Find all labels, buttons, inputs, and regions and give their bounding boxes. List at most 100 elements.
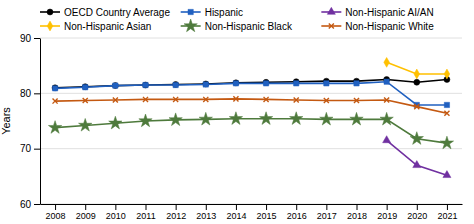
x-tick-label: 2010 [106, 211, 126, 221]
series [48, 112, 453, 149]
legend-label: Non-Hispanic White [345, 21, 434, 32]
x-tick: 2010 [106, 204, 126, 221]
series-point [113, 83, 118, 88]
grid [40, 38, 462, 204]
x-tick-label: 2018 [347, 211, 367, 221]
series-point [79, 118, 92, 131]
series-point [354, 81, 359, 86]
series-point [264, 97, 269, 102]
series-point [440, 136, 453, 149]
legend-marker [329, 23, 334, 28]
x-tick: 2013 [196, 204, 216, 221]
legend-label: Hispanic [205, 7, 243, 18]
x-tick-label: 2011 [136, 211, 155, 221]
series-point [444, 111, 449, 116]
x-tick-mark [176, 204, 177, 210]
x-tick-label: 2021 [437, 211, 457, 221]
x-tick-mark [206, 204, 207, 210]
x-tick-mark [146, 204, 147, 210]
legend-label: Non-Hispanic Asian [64, 21, 151, 32]
x-tick-mark [357, 204, 358, 210]
plot: 2008200920102011201220132014201520162017… [0, 33, 463, 222]
x-tick: 2009 [76, 204, 96, 221]
x-tick-label: 2017 [317, 211, 337, 221]
series-point [350, 112, 363, 125]
legend-label: Non-Hispanic AI/AN [345, 7, 433, 18]
series-point [199, 112, 212, 125]
series-point [414, 69, 420, 79]
y-tick: 80 [20, 88, 40, 99]
series-point [414, 104, 419, 109]
x-tick: 2019 [377, 204, 397, 221]
x-tick: 2020 [407, 204, 427, 221]
series-point [290, 112, 303, 125]
series-point [83, 85, 88, 90]
x-tick-mark [417, 204, 418, 210]
x-tick: 2021 [437, 204, 457, 221]
series-point [109, 116, 122, 129]
x-tick-label: 2019 [377, 211, 397, 221]
series-point [259, 112, 272, 125]
series-point [383, 136, 391, 143]
grid-line [40, 38, 462, 39]
x-tick-mark [326, 204, 327, 210]
series-point [233, 80, 239, 86]
series-point [233, 81, 238, 86]
series-point [444, 102, 449, 107]
series-point [53, 99, 58, 104]
y-tick: 90 [20, 33, 40, 44]
x-tick-label: 2009 [76, 211, 96, 221]
series-point [82, 84, 88, 90]
x-tick-mark [447, 204, 448, 210]
x-tick: 2016 [287, 204, 307, 221]
series-point [294, 97, 299, 102]
series-point [414, 79, 420, 85]
series-line [387, 140, 447, 175]
legend-marker [47, 9, 53, 15]
y-tick-mark [34, 38, 40, 39]
x-tick-label: 2008 [46, 211, 66, 221]
series-point [444, 69, 450, 79]
series-point [52, 85, 58, 91]
series-point [173, 97, 178, 102]
y-tick-label: 90 [20, 33, 32, 44]
y-axis-line [40, 39, 41, 205]
legend-marker [327, 7, 335, 14]
x-tick: 2014 [226, 204, 246, 221]
series-point [52, 86, 57, 91]
series-point [169, 113, 182, 126]
x-tick: 2017 [317, 204, 337, 221]
series-point [83, 98, 88, 103]
x-axis: 2008200920102011201220132014201520162017… [41, 204, 463, 221]
x-tick-mark [296, 204, 297, 210]
series-point [173, 81, 179, 87]
x-tick-label: 2020 [407, 211, 427, 221]
series-line [55, 82, 447, 105]
series-point [203, 82, 208, 87]
series-point [410, 132, 423, 145]
x-tick-label: 2015 [257, 211, 277, 221]
series-point [294, 81, 299, 86]
series-point [380, 112, 393, 125]
series-point [384, 97, 389, 102]
x-tick: 2015 [257, 204, 277, 221]
series-point [173, 82, 178, 87]
y-axis-title: Years [0, 107, 12, 135]
legend-label: OECD Country Average [64, 7, 170, 18]
x-tick-mark [387, 204, 388, 210]
y-tick-mark [34, 149, 40, 150]
series [53, 96, 450, 115]
series-point [384, 57, 390, 67]
y-tick: 60 [20, 199, 40, 210]
legend-label: Non-Hispanic Black [205, 21, 293, 32]
series-point [113, 97, 118, 102]
series-point [263, 79, 269, 85]
grid-line [40, 148, 462, 149]
legend-item: Non-Hispanic AI/AN [321, 7, 433, 18]
series-point [48, 121, 61, 134]
series-point [143, 82, 149, 88]
y-tick-label: 70 [20, 143, 32, 154]
x-tick-label: 2014 [226, 211, 246, 221]
legend-item: OECD Country Average [40, 7, 170, 18]
series-group [48, 57, 453, 177]
